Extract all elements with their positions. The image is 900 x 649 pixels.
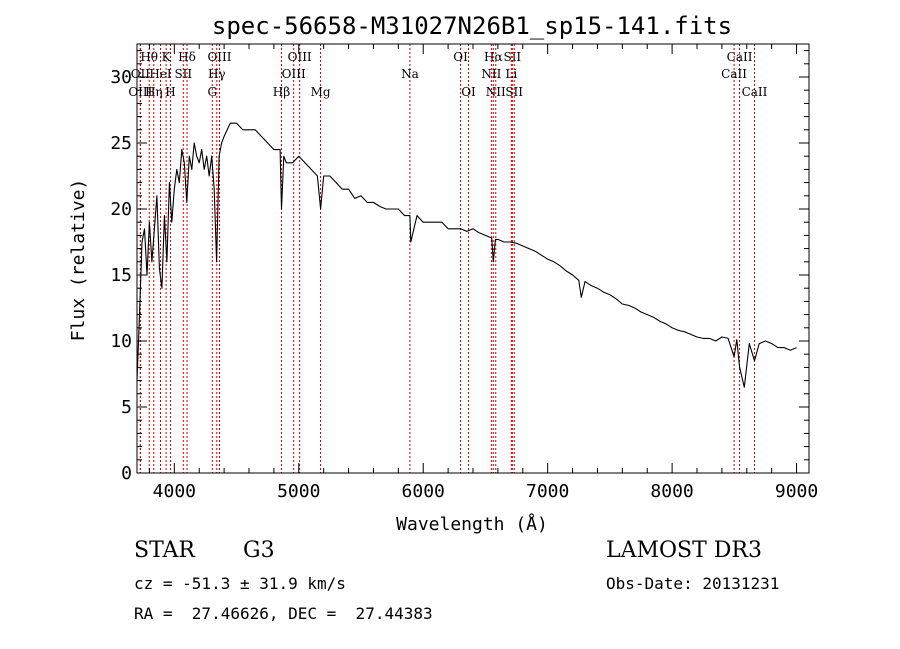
spectral-line-label: Hη	[145, 85, 163, 99]
spectral-line-label: K	[162, 50, 172, 64]
spectral-line-label: SII	[505, 85, 523, 99]
y-tick-label: 0	[121, 463, 132, 484]
y-tick-label: 30	[110, 67, 132, 88]
survey-name: LAMOST DR3	[606, 538, 762, 563]
spectral-line-label: Hγ	[208, 67, 226, 81]
y-tick-label: 5	[121, 397, 132, 418]
spectral-line-label: Li	[505, 67, 517, 81]
x-axis-label: Wavelength (Å)	[396, 513, 548, 535]
x-axis: 4000 5000 6000 7000 8000 9000	[148, 44, 818, 502]
spectral-line-label: Na	[401, 67, 419, 81]
spectral-line-label: CaII	[721, 67, 747, 81]
spectral-line-label: OIII	[207, 50, 231, 64]
spectral-line-label: H	[165, 85, 175, 99]
spectral-line-label: CaII	[742, 85, 768, 99]
spectral-line-label: G	[207, 85, 217, 99]
coordinates: RA = 27.46626, DEC = 27.44383	[134, 604, 433, 623]
y-tick-label: 20	[110, 199, 132, 220]
x-tick-label: 4000	[153, 481, 196, 502]
y-tick-label: 25	[110, 133, 132, 154]
spectral-line-label: SII	[503, 50, 521, 64]
spectral-line-label: Hδ	[178, 50, 196, 64]
x-tick-label: 6000	[402, 481, 445, 502]
spectral-line-label: OI	[461, 85, 476, 99]
y-tick-label: 10	[110, 331, 132, 352]
spectral-line-label: Hβ	[273, 85, 290, 99]
y-axis: 0 5 10 15 20 25 30	[110, 50, 809, 484]
spectral-line-label: OIII	[288, 50, 312, 64]
spectral-line-label: OIII	[128, 85, 152, 99]
spectral-line-label: OIII	[282, 67, 306, 81]
plot-frame	[136, 43, 810, 474]
spectral-line-label: CaII	[727, 50, 753, 64]
redshift-readout: cz = -51.3 ± 31.9 km/s	[134, 574, 346, 593]
obs-date: Obs-Date: 20131231	[606, 574, 780, 593]
x-tick-label: 9000	[775, 481, 818, 502]
spectral-line-label: OI	[453, 50, 468, 64]
spectral-line-label: Hα	[484, 50, 503, 64]
chart-title: spec-56658-M31027N26B1_sp15-141.fits	[212, 12, 732, 40]
x-tick-label: 8000	[650, 481, 693, 502]
x-tick-label: 7000	[526, 481, 569, 502]
object-subclass: G3	[243, 538, 275, 563]
spectrum-line	[136, 122, 797, 388]
y-axis-label: Flux (relative)	[68, 179, 89, 342]
spectral-line-markers: HθOIIOIIIHηKHeIHSIIHδGOIIIHγHβOIIIOIIIMg…	[128, 44, 768, 473]
object-class: STAR	[134, 538, 195, 563]
spectral-line-label: HeI	[149, 67, 172, 81]
y-tick-label: 15	[110, 265, 132, 286]
spectral-line-label: SII	[174, 67, 192, 81]
spectral-line-label: NII	[486, 85, 506, 99]
spectral-line-label: Mg	[311, 85, 331, 99]
spectral-line-label: Hθ	[140, 50, 158, 64]
spectral-line-label: NII	[481, 67, 501, 81]
spectrum-line-series	[136, 122, 797, 388]
x-tick-label: 5000	[277, 481, 320, 502]
